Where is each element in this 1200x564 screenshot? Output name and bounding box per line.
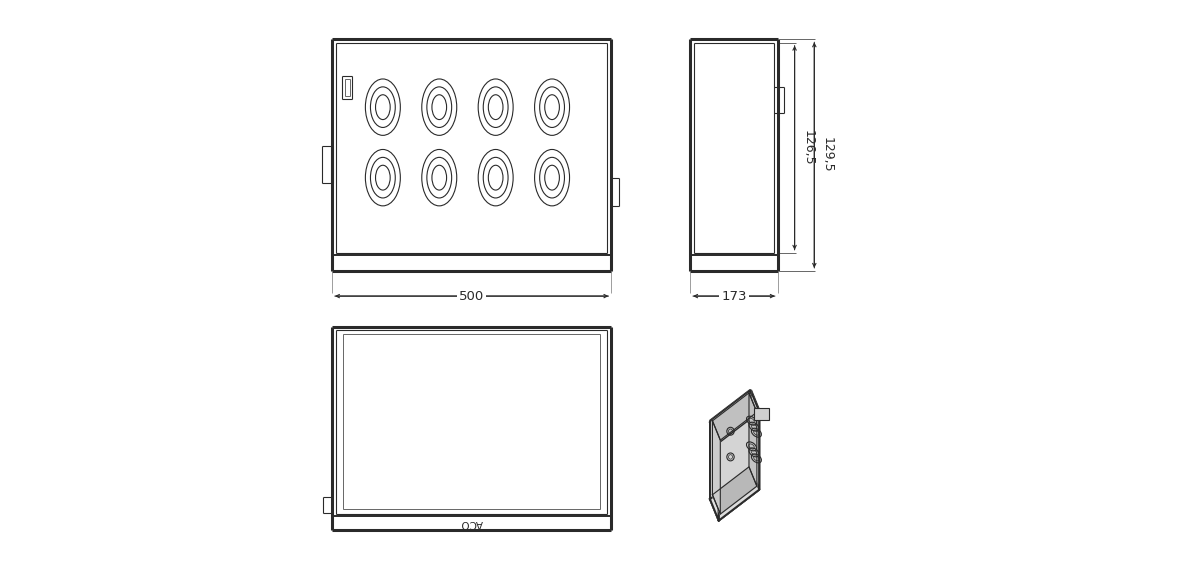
Polygon shape bbox=[749, 393, 757, 486]
Text: 126,5: 126,5 bbox=[802, 130, 815, 166]
Polygon shape bbox=[710, 468, 760, 521]
Polygon shape bbox=[719, 412, 760, 521]
Polygon shape bbox=[713, 393, 757, 440]
Text: 129,5: 129,5 bbox=[821, 137, 834, 173]
Polygon shape bbox=[713, 467, 757, 514]
Polygon shape bbox=[710, 390, 750, 499]
Polygon shape bbox=[750, 390, 760, 490]
Text: 173: 173 bbox=[721, 289, 746, 303]
Polygon shape bbox=[713, 421, 720, 514]
Polygon shape bbox=[710, 421, 719, 521]
Text: ACO: ACO bbox=[461, 518, 484, 528]
Text: 500: 500 bbox=[460, 289, 485, 303]
FancyBboxPatch shape bbox=[755, 408, 768, 420]
